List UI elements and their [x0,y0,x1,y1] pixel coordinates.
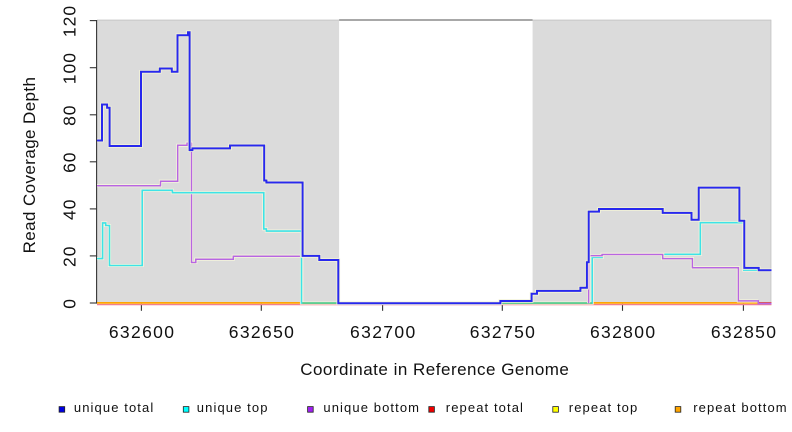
svg-text:unique bottom: unique bottom [323,400,420,415]
svg-text:Coordinate in Reference Genome: Coordinate in Reference Genome [300,360,569,379]
svg-text:40: 40 [59,199,79,220]
svg-text:80: 80 [59,104,79,125]
svg-text:632800: 632800 [590,322,657,342]
svg-text:repeat bottom: repeat bottom [693,400,788,415]
svg-text:120: 120 [59,5,79,37]
svg-text:repeat top: repeat top [569,400,639,415]
svg-text:Read Coverage Depth: Read Coverage Depth [20,77,39,254]
svg-text:632650: 632650 [229,322,296,342]
svg-text:100: 100 [59,52,79,84]
svg-text:632850: 632850 [711,322,778,342]
svg-text:repeat total: repeat total [446,400,524,415]
svg-text:632700: 632700 [350,322,417,342]
svg-text:unique total: unique total [74,400,154,415]
svg-text:632600: 632600 [109,322,176,342]
svg-text:unique top: unique top [197,400,269,415]
svg-text:632750: 632750 [470,322,537,342]
svg-text:60: 60 [59,151,79,172]
svg-text:20: 20 [59,246,79,267]
svg-text:0: 0 [60,298,80,309]
